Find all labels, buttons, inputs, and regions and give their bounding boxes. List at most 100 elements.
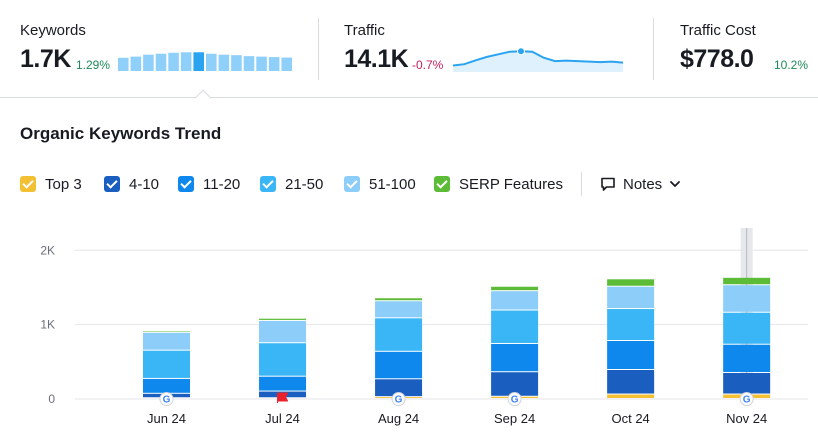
sparkline-bar [268, 57, 280, 71]
traffic-cost-metric[interactable]: Traffic Cost $778.0 10.2% [654, 0, 818, 98]
bar-segment [607, 341, 655, 370]
google-icon [507, 392, 522, 406]
sparkline-bar [206, 53, 217, 71]
google-icon [739, 392, 754, 406]
checkbox-icon [260, 176, 276, 192]
x-tick-label: Oct 24 [611, 411, 649, 426]
legend-toggle-11-20[interactable]: 11-20 [178, 172, 240, 196]
sparkline-bar [256, 56, 267, 71]
keywords-sparkline [118, 52, 292, 71]
bar-segment [491, 286, 539, 291]
legend-label: 4-10 [129, 175, 160, 193]
traffic-metric[interactable]: Traffic 14.1K -0.7% [319, 0, 653, 98]
bar-segment [259, 320, 307, 343]
bar-segment [723, 344, 771, 372]
x-tick-label: Nov 24 [726, 411, 767, 426]
bar-segment [607, 394, 655, 398]
notes-label: Notes [623, 175, 663, 193]
bar-segment [607, 309, 655, 341]
checkbox-icon [434, 176, 450, 192]
sparkline-marker [517, 47, 525, 56]
google-icon [391, 392, 406, 406]
bar-segment [375, 379, 423, 397]
traffic-value: 14.1K [344, 45, 409, 73]
google-glyph: G [163, 395, 171, 406]
bar-segment [375, 318, 423, 351]
sparkline-bar [231, 55, 242, 71]
traffic-label: Traffic [344, 22, 385, 39]
sparkline-bar [143, 54, 154, 71]
bar-segment [491, 343, 539, 372]
section-title: Organic Keywords Trend [20, 124, 222, 143]
keywords-value: 1.7K [20, 45, 71, 73]
traffic-cost-delta: 10.2% [774, 58, 809, 72]
bar-segment [723, 312, 771, 344]
google-glyph: G [743, 395, 751, 406]
x-tick-label: Jul 24 [265, 411, 300, 426]
bar-segment [607, 279, 655, 286]
bar-segment [491, 291, 539, 310]
keywords-label: Keywords [20, 22, 86, 39]
bar-segment [723, 372, 771, 394]
legend-toggle-serp-features[interactable]: SERP Features [434, 172, 563, 196]
bar-segment [491, 372, 539, 396]
keywords-metric[interactable]: Keywords 1.7K 1.29% [0, 0, 318, 98]
sparkline-bar [180, 52, 192, 71]
google-icon [159, 392, 174, 406]
bar-segment [491, 310, 539, 343]
checkbox-icon [20, 176, 36, 192]
y-tick-label: 2K [40, 243, 55, 257]
notes-button[interactable]: Notes [600, 172, 682, 196]
legend-toggle-top-3[interactable]: Top 3 [20, 172, 82, 196]
sparkline-line [453, 50, 623, 67]
legend-label: 11-20 [203, 175, 241, 193]
bar-segment [143, 350, 190, 378]
bar-segment [259, 376, 307, 391]
sparkline-bar [281, 57, 292, 71]
y-tick-label: 1K [40, 318, 55, 332]
legend-toggle-4-10[interactable]: 4-10 [104, 172, 159, 196]
legend-label: SERP Features [459, 175, 563, 193]
google-glyph: G [395, 395, 403, 406]
checkbox-icon [104, 176, 120, 192]
metrics-bar: Keywords 1.7K 1.29% Traffic 14.1K -0.7% … [0, 0, 818, 98]
legend-toggle-51-100[interactable]: 51-100 [344, 172, 416, 196]
metric-divider [318, 18, 319, 80]
chevron-down-icon [670, 181, 681, 187]
x-tick-label: Sep 24 [494, 411, 535, 426]
checkbox-icon [344, 176, 360, 192]
sparkline-bar [193, 52, 204, 71]
x-tick-label: Jun 24 [147, 411, 186, 426]
sparkline-bar [168, 52, 179, 71]
bar-segment [723, 285, 771, 312]
traffic-delta: -0.7% [412, 58, 444, 72]
sparkline-bar [243, 56, 255, 71]
sparkline-area [453, 51, 623, 72]
y-tick-label: 0 [48, 392, 55, 406]
bar-segment [143, 378, 190, 393]
bar-segment [375, 351, 423, 379]
bar-segment [723, 277, 771, 285]
legend-divider [581, 172, 582, 196]
metric-divider [653, 18, 654, 80]
bar-segment [259, 318, 307, 320]
legend-toggle-21-50[interactable]: 21-50 [260, 172, 323, 196]
traffic-sparkline [453, 47, 623, 72]
bar-segment [143, 332, 190, 350]
flag-icon [277, 392, 289, 403]
google-glyph: G [511, 395, 519, 406]
legend-label: 51-100 [369, 175, 416, 193]
sparkline-bar [118, 57, 129, 71]
bar-segment [375, 301, 423, 318]
x-tick-label: Aug 24 [378, 411, 419, 426]
sparkline-bar [218, 54, 230, 71]
bar-segment [607, 370, 655, 394]
checkbox-icon [178, 176, 194, 192]
bar-segment [375, 298, 423, 301]
bar-segment [259, 343, 307, 376]
sparkline-bar [155, 53, 167, 71]
traffic-cost-label: Traffic Cost [680, 22, 756, 39]
note-icon [601, 177, 615, 191]
traffic-cost-value: $778.0 [680, 45, 754, 73]
organic-keywords-chart[interactable]: 0 1K 2K Jun 24 G Jul 24 Aug 24 G Sep 24 G Oct 24 No… [0, 228, 818, 448]
